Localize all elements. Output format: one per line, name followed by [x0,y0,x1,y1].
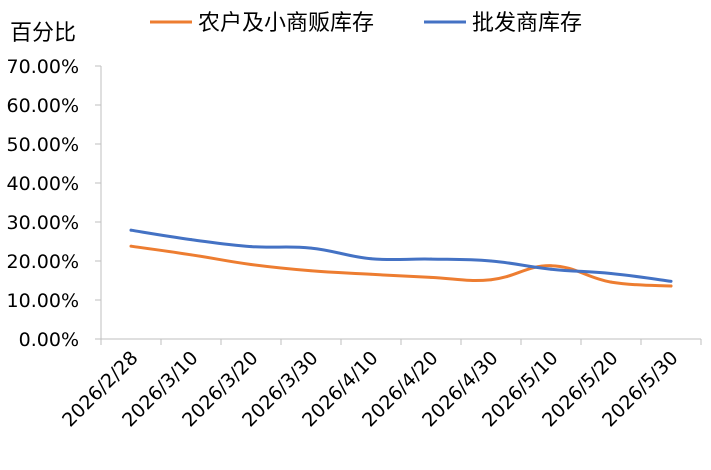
series-0-point [429,275,433,279]
y-tick-label: 60.00% [7,95,79,117]
series-1-point [489,259,493,263]
legend-item-0: 农户及小商贩库存 [150,11,374,36]
series-0-point [249,263,253,266]
y-tick-label: 40.00% [7,173,79,195]
y-tick-label: 70.00% [7,56,79,78]
legend-label-1: 批发商库存 [472,11,582,36]
series-1-point [609,272,613,275]
series-0-point [189,253,193,257]
x-axis: 2026/2/282026/3/102026/3/202026/3/302026… [58,338,702,431]
y-tick-label: 30.00% [7,212,79,234]
y-axis: 0.00% 10.00% 20.00% 30.00% 40.00% 50.00% 60.00… [7,56,102,351]
y-unit-label: 百分比 [10,21,76,46]
series-1-point [129,228,133,232]
y-tick-label: 20.00% [7,251,79,273]
series-0-point [669,284,673,288]
series-0-point [369,272,373,276]
legend: 农户及小商贩库存 批发商库存 [150,11,582,36]
series-1-point [369,257,373,261]
series-1-point [549,267,553,271]
series-1-point [669,279,673,283]
series-1-point [309,246,313,250]
legend-item-1: 批发商库存 [424,11,582,36]
y-tick-label: 10.00% [7,290,79,312]
y-tick-label: 50.00% [7,134,79,156]
series-0-point [609,280,613,284]
series-0-point [549,264,553,268]
series-1-point [189,238,193,241]
series-line-1 [129,228,673,283]
series-0-point [129,244,133,248]
series-1-point [249,245,253,248]
y-tick-label: 0.00% [19,329,79,351]
series-0-point [489,278,493,282]
series-layer [129,228,673,288]
legend-label-0: 农户及小商贩库存 [198,11,374,36]
series-1-point [429,257,433,261]
series-0-point [309,269,313,273]
series-line-0 [129,244,673,288]
